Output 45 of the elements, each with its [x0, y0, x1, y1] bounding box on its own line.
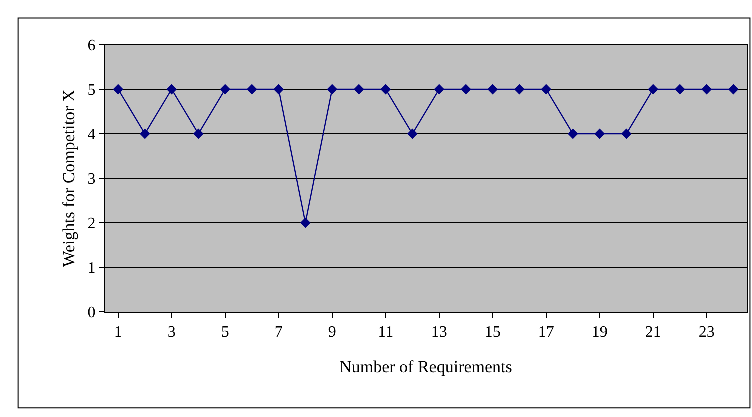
x-tick-label: 23: [698, 324, 715, 342]
point: [220, 84, 231, 95]
point: [514, 84, 525, 95]
point: [594, 128, 606, 140]
point: [568, 128, 578, 140]
x-tick-label: 15: [484, 324, 501, 342]
x-tick-label: 9: [328, 324, 336, 342]
point: [354, 84, 364, 95]
x-tick-label: 7: [274, 324, 283, 342]
point: [728, 84, 739, 95]
x-tick-label: 1: [114, 324, 122, 342]
point: [541, 84, 552, 95]
point: [407, 128, 418, 140]
y-tick-label: 5: [88, 82, 96, 100]
point: [434, 84, 445, 95]
y-tick-label: 3: [88, 171, 96, 188]
point: [648, 84, 659, 95]
x-tick-label: 3: [168, 324, 176, 342]
x-tick-label: 5: [221, 324, 230, 342]
point: [300, 218, 311, 228]
y-tick-label: 2: [88, 216, 96, 233]
point: [166, 84, 178, 95]
point: [460, 84, 472, 95]
x-tick-label: 17: [538, 324, 554, 342]
point: [488, 84, 498, 95]
x-tick-label: 11: [378, 324, 394, 342]
point: [674, 84, 686, 95]
point: [193, 128, 204, 140]
y-tick-label: 1: [88, 260, 96, 278]
y-tick-label: 4: [88, 126, 96, 144]
point: [702, 84, 712, 95]
point: [327, 84, 338, 95]
point: [621, 128, 632, 140]
y-tick-label: 6: [88, 38, 96, 55]
y-tick-label: 0: [88, 304, 96, 322]
y-axis-title: Weights for Competitor X: [59, 90, 78, 268]
x-axis-title: Number of Requirements: [340, 358, 512, 377]
point: [113, 84, 124, 95]
point: [274, 84, 284, 95]
x-tick-label: 13: [431, 324, 448, 342]
x-tick-label: 19: [592, 324, 608, 342]
point: [380, 84, 392, 95]
point: [246, 84, 258, 95]
x-tick-label: 21: [645, 324, 662, 342]
point: [140, 128, 150, 140]
